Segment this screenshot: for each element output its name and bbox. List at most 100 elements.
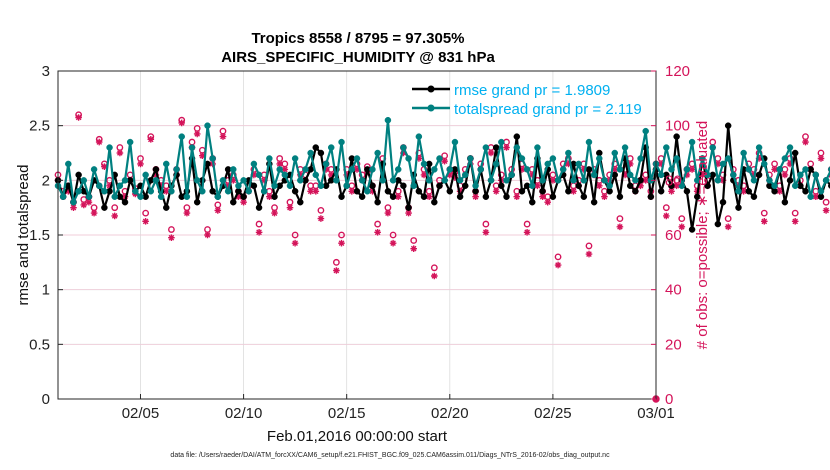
obs-possible-point xyxy=(724,215,732,223)
obs-evaluated-point xyxy=(616,223,624,231)
obs-evaluated-point xyxy=(214,207,222,214)
totalspread-point xyxy=(415,133,423,140)
totalspread-point xyxy=(152,177,160,184)
obs-evaluated-point xyxy=(317,215,325,222)
rmse-point xyxy=(255,204,263,211)
obs-possible-point xyxy=(430,264,438,272)
totalspread-point xyxy=(431,166,438,173)
rmse-point xyxy=(230,198,237,206)
obs-evaluated-point xyxy=(80,201,88,209)
totalspread-point xyxy=(286,182,294,190)
totalspread-point xyxy=(786,144,794,151)
obs-possible-point xyxy=(338,231,345,239)
y2-tick-label: 100 xyxy=(665,118,690,135)
totalspread-point xyxy=(585,138,593,146)
obs-evaluated-point xyxy=(384,209,392,217)
totalspread-point xyxy=(322,160,330,168)
y2-axis-label: # of obs: o=possible; ∗=evaluated xyxy=(694,121,711,350)
obs-evaluated-point xyxy=(565,160,572,168)
totalspread-point xyxy=(126,138,134,146)
obs-possible-point xyxy=(482,220,490,228)
obs-evaluated-point xyxy=(95,138,103,146)
obs-evaluated-point xyxy=(415,155,423,162)
rmse-point xyxy=(750,193,758,200)
totalspread-point xyxy=(719,160,727,168)
totalspread-point xyxy=(451,138,459,146)
rmse-point xyxy=(657,188,665,195)
obs-evaluated-point xyxy=(812,193,820,200)
obs-possible-point xyxy=(142,209,150,217)
rmse-point xyxy=(152,166,160,173)
obs-evaluated-point xyxy=(266,193,273,200)
totalspread-point xyxy=(626,171,634,179)
rmse-point xyxy=(420,193,428,200)
rmse-point xyxy=(369,182,376,190)
rmse-point xyxy=(400,182,407,190)
rmse-point xyxy=(353,188,361,195)
rmse-point xyxy=(632,188,639,195)
totalspread-point xyxy=(157,193,165,200)
totalspread-point xyxy=(637,155,644,162)
obs-evaluated-point xyxy=(621,171,629,179)
totalspread-point xyxy=(730,171,737,179)
obs-evaluated-point xyxy=(369,188,376,195)
obs-evaluated-point xyxy=(487,149,495,157)
rmse-point xyxy=(585,166,593,173)
rmse-point xyxy=(338,193,345,200)
obs-evaluated-point xyxy=(163,188,170,195)
rmse-point xyxy=(317,149,325,157)
obs-possible-point xyxy=(781,165,789,173)
totalspread-point xyxy=(817,188,825,195)
x-tick-label: 02/05 xyxy=(122,405,160,422)
obs-evaluated-point xyxy=(137,160,144,168)
totalspread-point xyxy=(456,177,464,184)
rmse-point xyxy=(719,198,727,206)
rmse-point xyxy=(384,188,392,195)
obs-evaluated-point xyxy=(250,171,258,179)
obs-evaluated-point xyxy=(405,209,412,217)
totalspread-point xyxy=(472,182,479,190)
obs-evaluated-point xyxy=(714,160,722,168)
obs-evaluated-point xyxy=(204,231,211,239)
totalspread-point xyxy=(219,177,227,184)
obs-evaluated-point xyxy=(425,193,433,200)
totalspread-point xyxy=(230,166,237,173)
obs-evaluated-point xyxy=(554,261,562,269)
rmse-point xyxy=(456,193,464,200)
totalspread-point xyxy=(95,182,103,190)
obs-evaluated-point xyxy=(585,250,593,258)
rmse-point xyxy=(575,182,582,190)
totalspread-point xyxy=(260,188,268,195)
totalspread-point xyxy=(761,160,768,168)
rmse-point xyxy=(101,204,108,211)
totalspread-point xyxy=(178,133,185,140)
obs-evaluated-point xyxy=(389,239,397,247)
totalspread-point xyxy=(539,177,546,184)
totalspread-point xyxy=(436,155,443,162)
totalspread-point xyxy=(369,166,376,173)
totalspread-point xyxy=(204,122,211,129)
totalspread-point xyxy=(508,171,515,179)
totalspread-point xyxy=(188,144,196,151)
obs-evaluated-point xyxy=(724,223,732,231)
rmse-point xyxy=(735,204,742,211)
obs-evaluated-point xyxy=(224,182,232,190)
totalspread-point xyxy=(529,182,536,190)
legend: rmse grand pr = 1.9809 totalspread grand… xyxy=(412,82,642,118)
obs-evaluated-point xyxy=(822,207,830,214)
totalspread-point xyxy=(410,182,417,190)
totalspread-point xyxy=(353,155,361,162)
totalspread-point xyxy=(503,177,510,184)
rmse-point xyxy=(771,188,778,195)
obs-evaluated-point xyxy=(183,209,191,217)
legend-label-rmse: rmse grand pr = 1.9809 xyxy=(454,82,610,99)
obs-evaluated-point xyxy=(580,166,588,173)
rmse-point xyxy=(647,193,655,200)
totalspread-point xyxy=(106,144,113,151)
rmse-point xyxy=(297,198,304,206)
totalspread-point xyxy=(214,193,222,200)
totalspread-point xyxy=(240,177,247,184)
totalspread-point xyxy=(101,188,108,195)
totalspread-point xyxy=(663,144,670,151)
totalspread-point xyxy=(116,182,124,190)
